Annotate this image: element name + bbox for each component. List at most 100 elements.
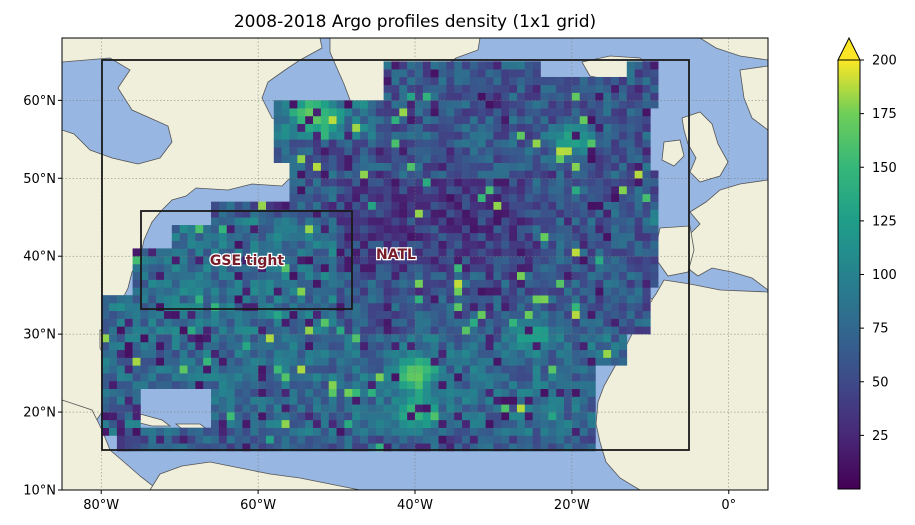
density-cell [611, 225, 620, 234]
density-cell [399, 256, 408, 265]
density-cell [540, 396, 549, 405]
density-cell [509, 248, 518, 257]
density-cell [297, 318, 306, 327]
density-cell [516, 76, 526, 86]
density-cell [163, 334, 173, 343]
density-cell [611, 186, 620, 195]
density-cell [422, 240, 431, 249]
density-cell [540, 419, 549, 428]
density-cell [415, 373, 424, 382]
density-cell [422, 147, 431, 156]
density-cell [642, 123, 651, 132]
density-cell [548, 123, 557, 132]
density-cell [328, 326, 337, 335]
density-cell [587, 131, 596, 140]
density-cell [556, 186, 565, 195]
density-cell [587, 217, 596, 226]
density-cell [501, 92, 510, 101]
density-cell [195, 264, 204, 273]
density-cell [438, 240, 447, 249]
density-cell [430, 186, 439, 195]
density-cell [289, 240, 298, 249]
density-cell [509, 271, 518, 280]
density-cell [493, 341, 502, 351]
density-cell [399, 84, 408, 93]
density-cell [195, 427, 204, 436]
density-cell [187, 310, 196, 319]
density-cell [564, 76, 573, 86]
density-cell [579, 92, 588, 101]
density-cell [524, 225, 533, 234]
density-cell [556, 100, 565, 109]
density-cell [195, 443, 204, 452]
density-cell [430, 287, 439, 296]
density-cell [579, 147, 588, 156]
density-cell [320, 264, 330, 273]
density-cell [313, 264, 322, 273]
density-cell [352, 326, 361, 335]
density-cell [399, 287, 408, 296]
density-cell [462, 287, 471, 296]
density-cell [203, 240, 212, 249]
density-cell [618, 357, 628, 366]
density-cell [156, 295, 165, 304]
density-cell [501, 61, 510, 70]
density-cell [336, 349, 345, 358]
density-cell [148, 373, 157, 382]
density-cell [273, 217, 282, 226]
density-cell [297, 100, 306, 109]
density-cell [524, 279, 533, 288]
density-cell [540, 295, 549, 304]
density-cell [446, 427, 455, 436]
density-cell [485, 419, 494, 428]
density-cell [344, 154, 353, 163]
density-cell [493, 295, 502, 304]
density-cell [336, 388, 345, 397]
density-cell [281, 271, 290, 280]
density-cell [618, 162, 628, 171]
density-cell [132, 256, 141, 265]
density-cell [485, 115, 494, 125]
density-cell [540, 154, 549, 163]
density-cell [532, 256, 541, 265]
density-cell [273, 264, 282, 273]
density-cell [493, 100, 502, 109]
density-cell [571, 232, 581, 241]
density-cell [265, 232, 275, 241]
density-cell [462, 240, 471, 249]
density-cell [124, 365, 133, 374]
density-cell [407, 115, 416, 125]
density-cell [540, 209, 549, 218]
density-cell [399, 419, 408, 428]
density-cell [564, 108, 573, 117]
density-cell [218, 365, 228, 374]
density-cell [336, 373, 345, 382]
density-cell [469, 279, 479, 288]
density-cell [454, 232, 463, 241]
density-cell [297, 388, 306, 397]
density-cell [422, 380, 431, 389]
density-cell [516, 357, 526, 366]
density-cell [289, 302, 298, 312]
density-cell [556, 76, 565, 86]
density-cell [469, 419, 479, 428]
density-cell [367, 178, 377, 187]
density-cell [258, 287, 267, 296]
density-cell [407, 61, 416, 70]
density-cell [344, 310, 353, 319]
density-cell [375, 131, 384, 140]
density-cell [650, 279, 659, 288]
density-cell [595, 170, 604, 179]
density-cell [344, 271, 353, 280]
density-cell [524, 287, 533, 296]
density-cell [556, 271, 565, 280]
density-cell [415, 264, 424, 273]
density-cell [140, 435, 149, 444]
density-cell [187, 380, 196, 389]
density-cell [203, 326, 212, 335]
density-cell [383, 318, 392, 327]
density-cell [611, 287, 620, 296]
density-cell [579, 435, 588, 444]
density-cell [571, 147, 581, 156]
density-cell [595, 76, 604, 86]
